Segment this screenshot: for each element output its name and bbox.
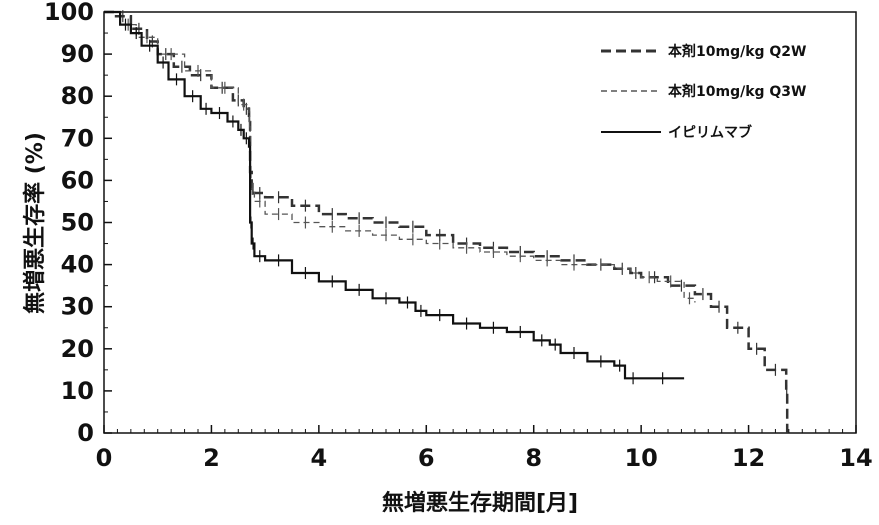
x-tick-label: 10 [624,444,657,472]
series-layer [104,10,789,433]
legend-label-q3w: 本剤10mg/kg Q3W [668,83,807,100]
x-tick-label: 2 [203,444,220,472]
y-tick-label: 90 [61,40,94,68]
x-tick-label: 12 [732,444,765,472]
x-tick-label: 14 [839,444,872,472]
y-tick-label: 60 [61,166,94,194]
series-line-2 [104,10,685,380]
x-tick-label: 0 [96,444,113,472]
y-axis-title: 無増悪生存率 (%) [22,132,48,314]
plot-area-border [103,11,857,434]
y-tick-label: 100 [44,0,94,26]
legend-label-q2w: 本剤10mg/kg Q2W [668,43,807,60]
y-tick-label: 10 [61,377,94,405]
x-tick-label: 8 [525,444,542,472]
legend: 本剤10mg/kg Q2W 本剤10mg/kg Q3W イピリムマブ [601,43,807,141]
series-line-0 [104,10,789,433]
y-tick-label: 70 [61,124,94,152]
y-tick-label: 50 [61,209,94,237]
legend-label-ipilimumab: イピリムマブ [668,124,752,141]
y-tick-label: 80 [61,82,94,110]
y-tick-label: 20 [61,335,94,363]
x-tick-label: 6 [418,444,435,472]
x-tick-label: 4 [311,444,328,472]
plot-frame [103,11,857,434]
x-axis-title: 無増悪生存期間[月] [382,490,578,516]
y-tick-label: 40 [61,251,94,279]
series-line-1 [104,11,696,303]
y-axis: 0 10 20 30 40 50 60 70 80 90 100 [44,0,112,447]
x-axis: 0 2 4 6 8 10 12 14 [96,425,873,472]
y-tick-label: 30 [61,293,94,321]
y-tick-label: 0 [77,419,94,447]
